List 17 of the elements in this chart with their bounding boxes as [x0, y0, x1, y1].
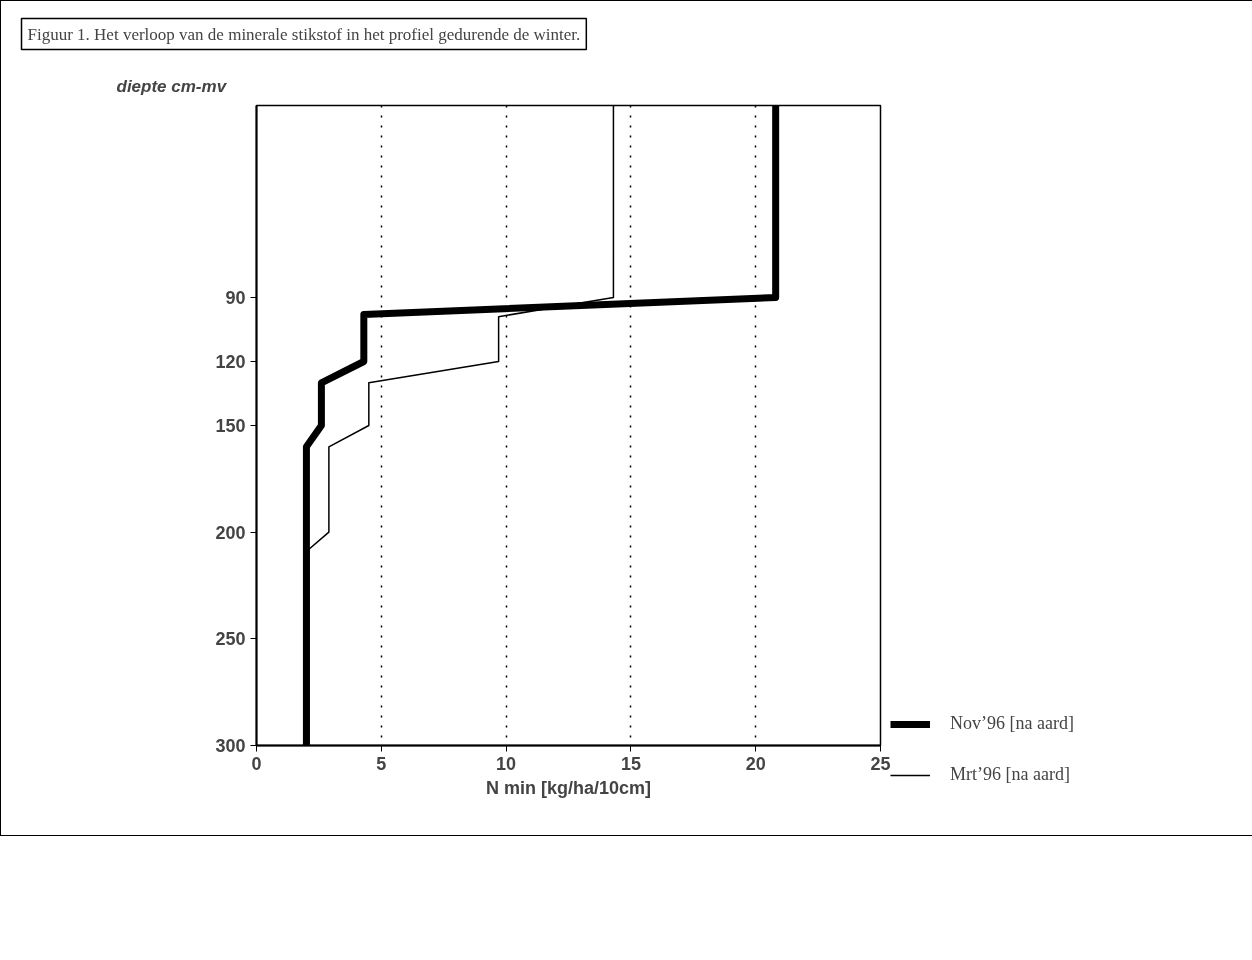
x-tick-label: 10	[496, 753, 517, 774]
x-tick-label: 20	[745, 753, 766, 774]
y-tick-label: 120	[215, 352, 246, 372]
y-tick-label: 300	[215, 736, 246, 756]
y-tick-label: 150	[215, 416, 246, 436]
legend-label: Mrt’96 [na aard]	[950, 764, 1070, 785]
y-tick-label: 200	[215, 522, 246, 543]
y-axis-title: diepte cm-mv	[116, 76, 228, 96]
y-tick-label: 250	[215, 629, 246, 650]
chart-title: Figuur 1. Het verloop van de minerale stikstof in het profiel gedurende de winter.	[27, 24, 581, 44]
x-tick-label: 25	[870, 753, 891, 774]
x-axis-title: N min [kg/ha/10cm]	[485, 777, 652, 798]
x-tick-label: 0	[251, 753, 262, 774]
x-tick-label: 15	[620, 753, 641, 774]
x-tick-label: 5	[376, 753, 387, 774]
y-tick-label: 90	[225, 288, 246, 308]
legend-label: Nov’96 [na aard]	[950, 713, 1074, 734]
